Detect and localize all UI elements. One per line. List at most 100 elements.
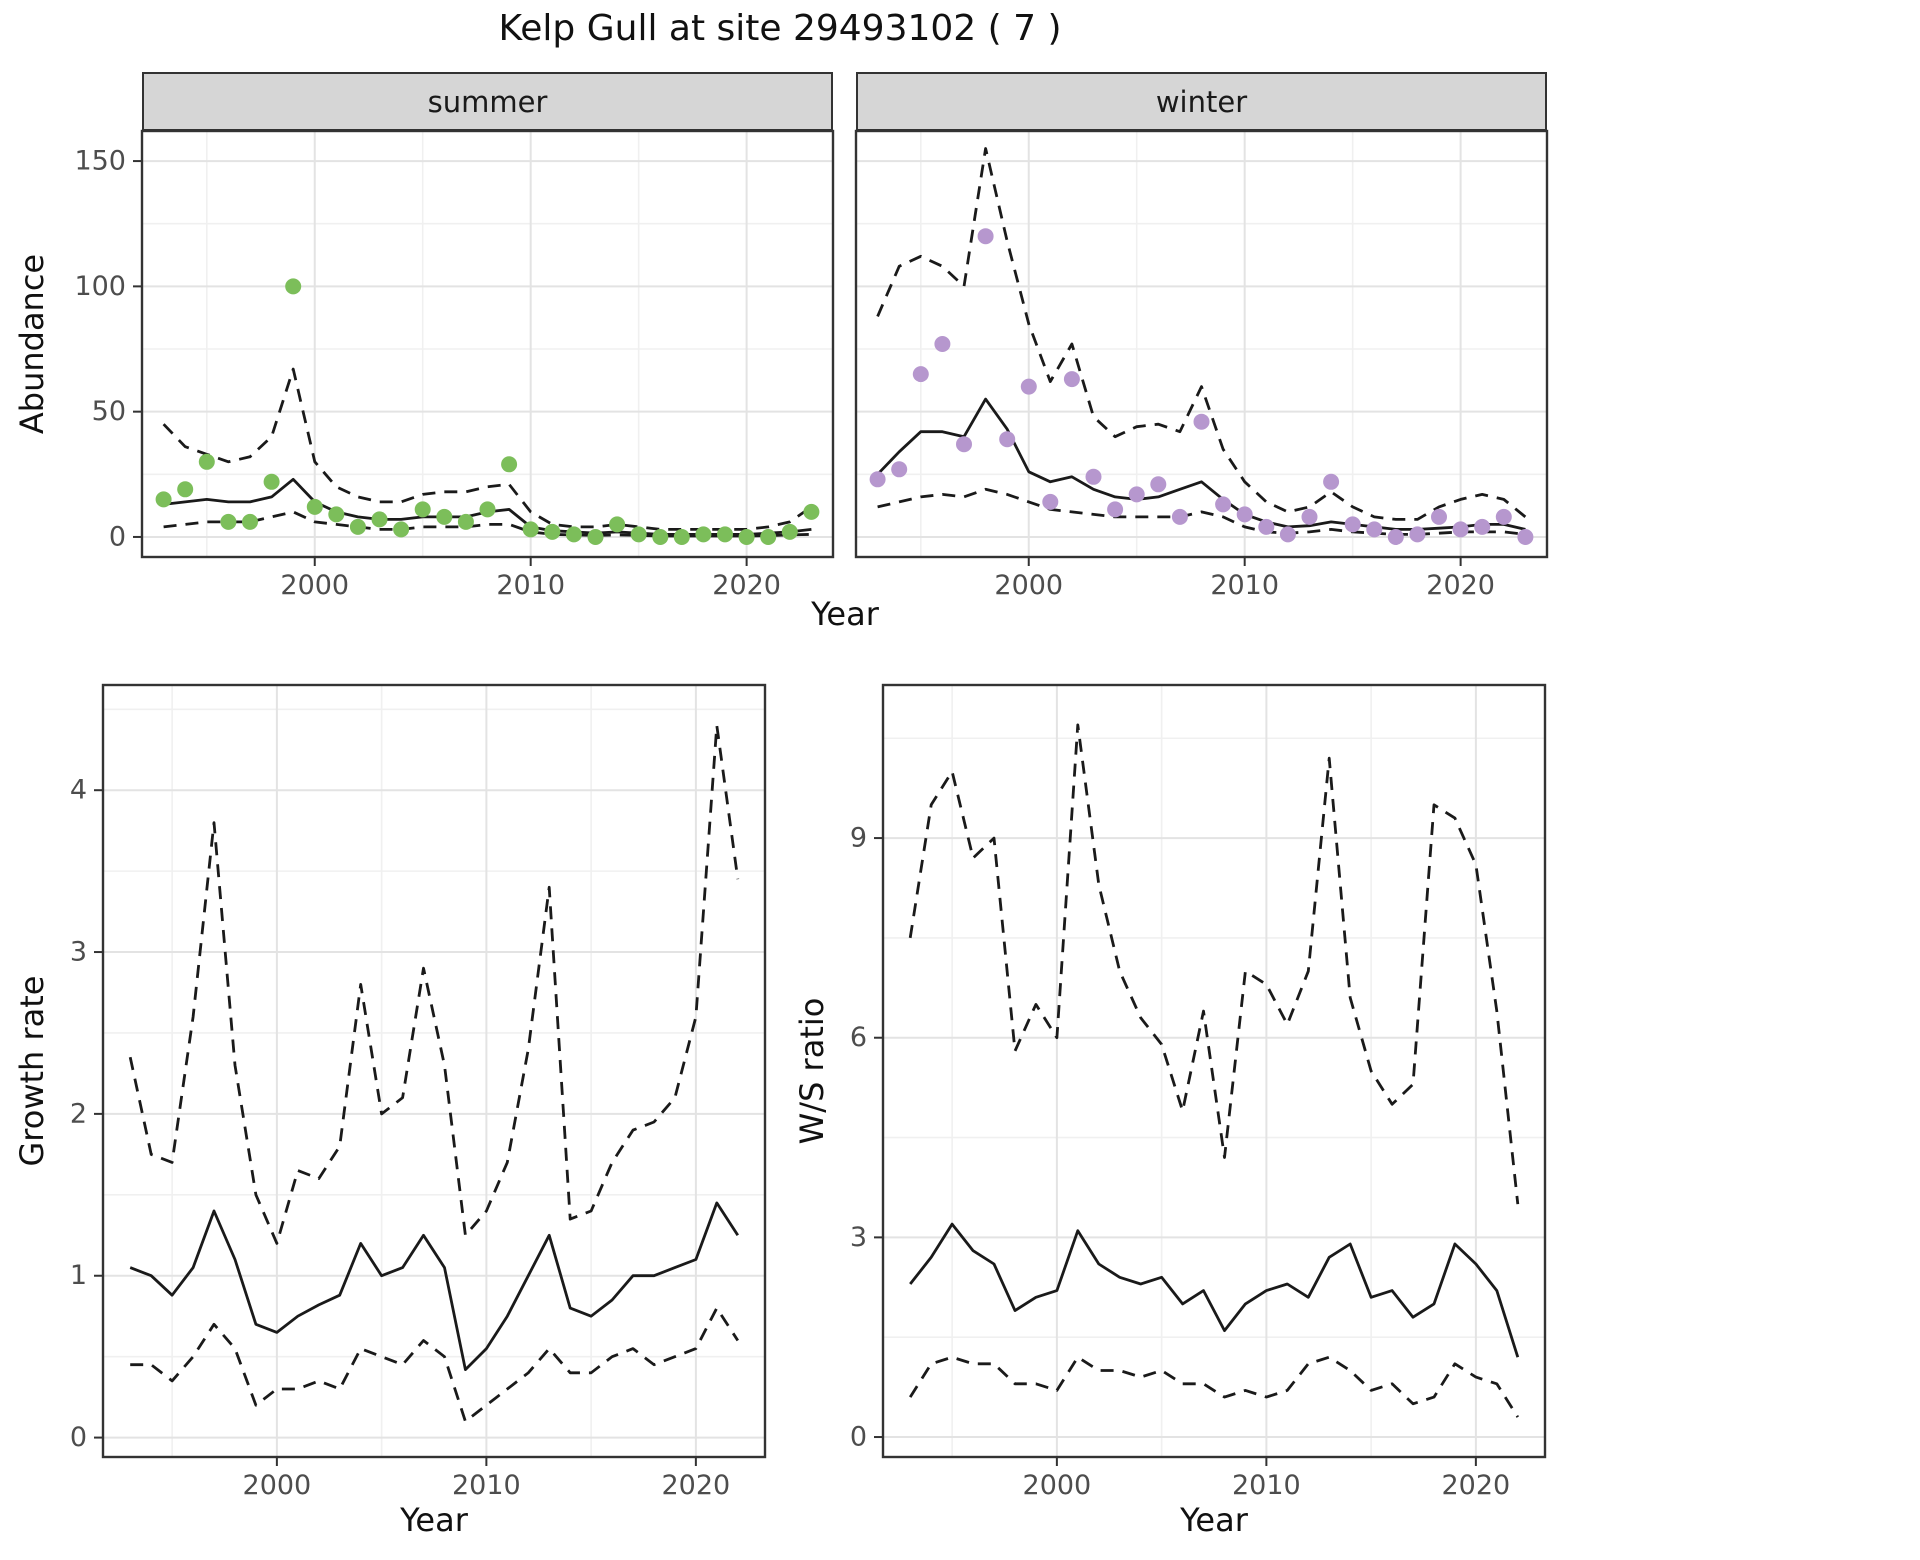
abundance-winter-data-point bbox=[891, 461, 908, 478]
abundance-summer-data-point bbox=[436, 508, 453, 525]
facet-strip-summer: summer bbox=[142, 72, 833, 131]
abundance-summer-data-point bbox=[220, 513, 237, 530]
abundance-summer-data-point bbox=[198, 453, 215, 470]
facet-strip-label-winter: winter bbox=[1155, 84, 1248, 119]
abundance-summer-data-point bbox=[457, 513, 474, 530]
x-axis-label-year-growth: Year bbox=[400, 1501, 468, 1539]
abundance-winter-panel-bg bbox=[856, 131, 1547, 557]
abundance-summer-data-point bbox=[630, 526, 647, 543]
abundance-winter-data-point bbox=[1431, 508, 1447, 525]
y-tick-label: 1 bbox=[70, 1260, 87, 1291]
y-tick-label: 0 bbox=[109, 521, 126, 552]
abundance-winter-data-point bbox=[1387, 529, 1404, 545]
abundance-winter-data-point bbox=[1344, 516, 1361, 533]
abundance-summer-data-point bbox=[695, 526, 712, 543]
y-tick-label: 3 bbox=[850, 1222, 867, 1253]
x-tick-label: 2010 bbox=[1232, 1470, 1301, 1501]
growth-rate-panel-border bbox=[101, 683, 767, 1459]
abundance-summer-panel-border bbox=[140, 129, 835, 559]
abundance-summer-data-point bbox=[349, 518, 366, 535]
ws-ratio-panel-border bbox=[881, 683, 1547, 1459]
abundance-winter-data-point bbox=[1042, 493, 1059, 510]
abundance-summer-data-point bbox=[177, 481, 194, 498]
chart-title: Kelp Gull at site 29493102 ( 7 ) bbox=[498, 8, 1062, 49]
abundance-summer-data-point bbox=[501, 456, 518, 473]
x-tick-label: 2020 bbox=[1442, 1470, 1511, 1501]
y-tick-label: 4 bbox=[70, 775, 87, 806]
abundance-winter-data-point bbox=[934, 336, 951, 352]
growth-rate-panel-bg bbox=[103, 685, 765, 1457]
y-tick-label: 0 bbox=[850, 1422, 867, 1453]
y-tick-label: 0 bbox=[70, 1422, 87, 1453]
abundance-winter-data-point bbox=[1128, 486, 1145, 503]
abundance-winter-data-point bbox=[1409, 526, 1426, 543]
abundance-summer-data-point bbox=[738, 529, 755, 545]
abundance-summer-data-point bbox=[652, 529, 669, 545]
x-tick-label: 2000 bbox=[243, 1470, 312, 1501]
y-tick-label: 2 bbox=[70, 1098, 87, 1129]
y-tick-label: 3 bbox=[70, 937, 87, 968]
abundance-summer-panel-bg bbox=[142, 131, 833, 557]
ws-ratio-fit-line bbox=[909, 1222, 1520, 1358]
abundance-summer-data-point bbox=[371, 511, 388, 528]
growth-rate-fit-line bbox=[129, 1201, 739, 1371]
abundance-summer-data-point bbox=[328, 506, 345, 523]
abundance-summer-data-point bbox=[393, 521, 410, 538]
abundance-winter-data-point bbox=[912, 366, 929, 383]
abundance-winter-data-point bbox=[1020, 378, 1037, 395]
x-tick-label: 2010 bbox=[452, 1470, 521, 1501]
abundance-winter-data-point bbox=[1517, 529, 1534, 545]
x-tick-label: 2000 bbox=[280, 570, 349, 601]
growth-rate-upper-ci-line bbox=[128, 724, 740, 1245]
abundance-summer-data-point bbox=[155, 491, 172, 508]
ws-ratio-panel-bg bbox=[883, 685, 1545, 1457]
y-tick-label: 6 bbox=[850, 1022, 867, 1053]
y-tick-label: 9 bbox=[850, 823, 867, 854]
abundance-summer-data-point bbox=[781, 523, 798, 540]
x-axis-label-year-top: Year bbox=[811, 595, 879, 633]
abundance-summer-data-point bbox=[414, 501, 431, 518]
abundance-winter-data-point bbox=[1236, 506, 1253, 523]
abundance-summer-data-point bbox=[565, 526, 582, 543]
abundance-winter-data-point bbox=[1366, 521, 1383, 538]
abundance-winter-data-point bbox=[1301, 508, 1318, 525]
facet-strip-label-summer: summer bbox=[427, 84, 548, 119]
abundance-summer-data-point bbox=[522, 521, 539, 538]
abundance-winter-upper-ci-line bbox=[876, 147, 1527, 521]
facet-strip-winter: winter bbox=[856, 72, 1547, 131]
x-tick-label: 2020 bbox=[712, 570, 781, 601]
abundance-winter-data-point bbox=[977, 228, 994, 245]
x-tick-label: 2010 bbox=[1210, 570, 1279, 601]
abundance-winter-data-point bbox=[869, 471, 886, 488]
abundance-winter-data-point bbox=[956, 436, 972, 453]
abundance-winter-data-point bbox=[1063, 371, 1080, 388]
abundance-winter-data-point bbox=[1171, 508, 1188, 525]
abundance-summer-data-point bbox=[717, 526, 733, 543]
abundance-summer-data-point bbox=[544, 523, 561, 540]
abundance-winter-data-point bbox=[1193, 413, 1210, 430]
x-axis-label-year-ws: Year bbox=[1180, 1501, 1248, 1539]
abundance-summer-data-point bbox=[306, 498, 323, 515]
abundance-summer-data-point bbox=[285, 278, 302, 295]
abundance-summer-data-point bbox=[242, 513, 258, 530]
y-tick-label: 150 bbox=[74, 146, 126, 177]
abundance-summer-data-point bbox=[587, 529, 604, 545]
abundance-summer-data-point bbox=[760, 529, 777, 545]
abundance-summer-data-point bbox=[479, 501, 496, 518]
abundance-winter-data-point bbox=[1452, 521, 1469, 538]
abundance-winter-data-point bbox=[1150, 476, 1167, 493]
ws-ratio-lower-ci-line bbox=[909, 1355, 1519, 1418]
abundance-summer-data-point bbox=[803, 503, 820, 520]
ws-ratio-upper-ci-line bbox=[908, 723, 1520, 1205]
abundance-winter-data-point bbox=[1279, 526, 1296, 543]
growth-rate-lower-ci-line bbox=[130, 1306, 739, 1423]
abundance-winter-panel-border bbox=[854, 129, 1549, 559]
abundance-winter-data-point bbox=[1107, 501, 1124, 518]
abundance-winter-data-point bbox=[1085, 468, 1102, 485]
abundance-winter-data-point bbox=[999, 431, 1016, 448]
abundance-winter-data-point bbox=[1495, 508, 1512, 525]
abundance-summer-data-point bbox=[263, 473, 280, 490]
abundance-winter-data-point bbox=[1474, 518, 1491, 535]
